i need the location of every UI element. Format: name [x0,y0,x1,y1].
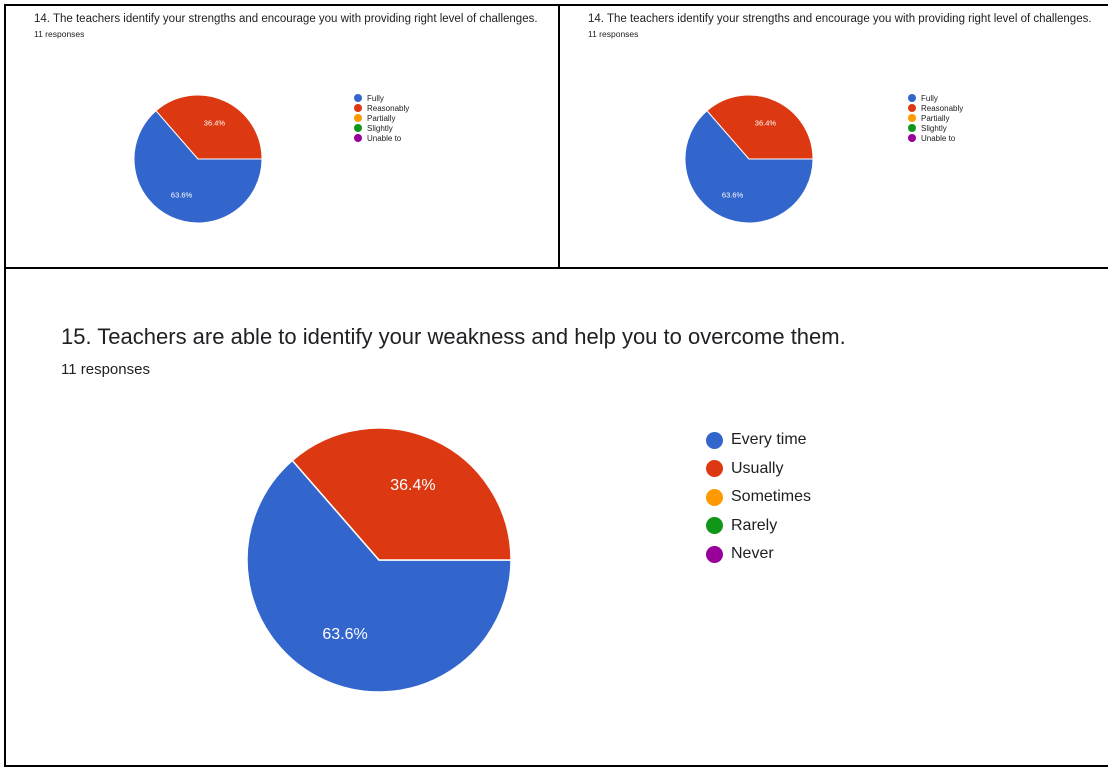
slice-data-label: 63.6% [322,626,367,643]
legend-label: Partially [921,113,950,123]
legend-color-swatch [354,94,362,102]
legend-item-never: Never [706,540,811,569]
pie-slice-reasonably [155,94,263,160]
legend-label: Reasonably [921,103,964,113]
pie-slice-usually [291,427,512,561]
legend-color-swatch [706,545,723,563]
pie-slice-reasonably [706,94,814,160]
legend: Every time Usually Sometimes Rarely Never [706,426,811,569]
legend-item-unable-to: Unable to [354,133,409,143]
legend-color-swatch [354,134,362,142]
legend: Fully Reasonably Partially Slightly Unable t… [354,93,409,143]
legend-item-every-time: Every time [706,426,811,455]
question-title: 14. The teachers identify your strengths… [588,13,1092,25]
legend-item-fully: Fully [908,93,963,103]
pie-slice-every-time [246,459,512,693]
legend-color-swatch [354,124,362,132]
legend-label: Slightly [367,123,393,133]
slice-data-label: 63.6% [722,191,744,200]
legend-item-sometimes: Sometimes [706,483,811,512]
legend-item-partially: Partially [354,113,409,123]
legend-item-reasonably: Reasonably [354,103,409,113]
response-count: 11 responses [588,29,639,39]
slice-data-label: 36.4% [390,477,435,494]
legend-color-swatch [706,431,723,449]
legend-label: Unable to [921,133,956,143]
legend-label: Usually [731,459,784,477]
legend-label: Never [731,545,774,563]
legend-label: Rarely [731,516,778,534]
legend-label: Reasonably [367,103,410,113]
response-count: 11 responses [61,361,150,378]
pie-slice-fully [684,110,814,224]
legend-label: Partially [367,113,396,123]
legend-item-slightly: Slightly [908,123,963,133]
legend-label: Unable to [367,133,402,143]
legend-item-rarely: Rarely [706,512,811,541]
legend-label: Every time [731,431,807,449]
legend-item-reasonably: Reasonably [908,103,963,113]
legend: Fully Reasonably Partially Slightly Unable t… [908,93,963,143]
legend-color-swatch [908,114,916,122]
legend-label: Fully [367,93,384,103]
legend-label: Fully [921,93,938,103]
pie-slice-fully [133,110,263,224]
legend-item-usually: Usually [706,455,811,484]
chart-panel-q15: 15. Teachers are able to identify your w… [4,267,1108,767]
legend-label: Slightly [921,123,947,133]
legend-item-partially: Partially [908,113,963,123]
legend-color-swatch [706,517,723,535]
legend-color-swatch [706,488,723,506]
legend-item-unable-to: Unable to [908,133,963,143]
response-count: 11 responses [34,29,85,39]
legend-label: Sometimes [731,488,812,506]
legend-color-swatch [908,134,916,142]
legend-color-swatch [354,104,362,112]
question-title: 15. Teachers are able to identify your w… [61,324,846,349]
legend-color-swatch [908,94,916,102]
pie-chart: 63.6% 36.4% [684,94,814,224]
legend-color-swatch [354,114,362,122]
question-title: 14. The teachers identify your strengths… [34,13,538,25]
chart-panel-q14-left: 14. The teachers identify your strengths… [4,4,560,269]
legend-color-swatch [908,104,916,112]
legend-color-swatch [908,124,916,132]
legend-item-slightly: Slightly [354,123,409,133]
slice-data-label: 36.4% [755,118,777,127]
legend-color-swatch [706,460,723,478]
legend-item-fully: Fully [354,93,409,103]
slice-data-label: 36.4% [204,118,226,127]
slice-data-label: 63.6% [171,191,193,200]
pie-chart: 63.6% 36.4% [246,427,512,693]
pie-chart: 63.6% 36.4% [133,94,263,224]
chart-panel-q14-right: 14. The teachers identify your strengths… [558,4,1108,269]
